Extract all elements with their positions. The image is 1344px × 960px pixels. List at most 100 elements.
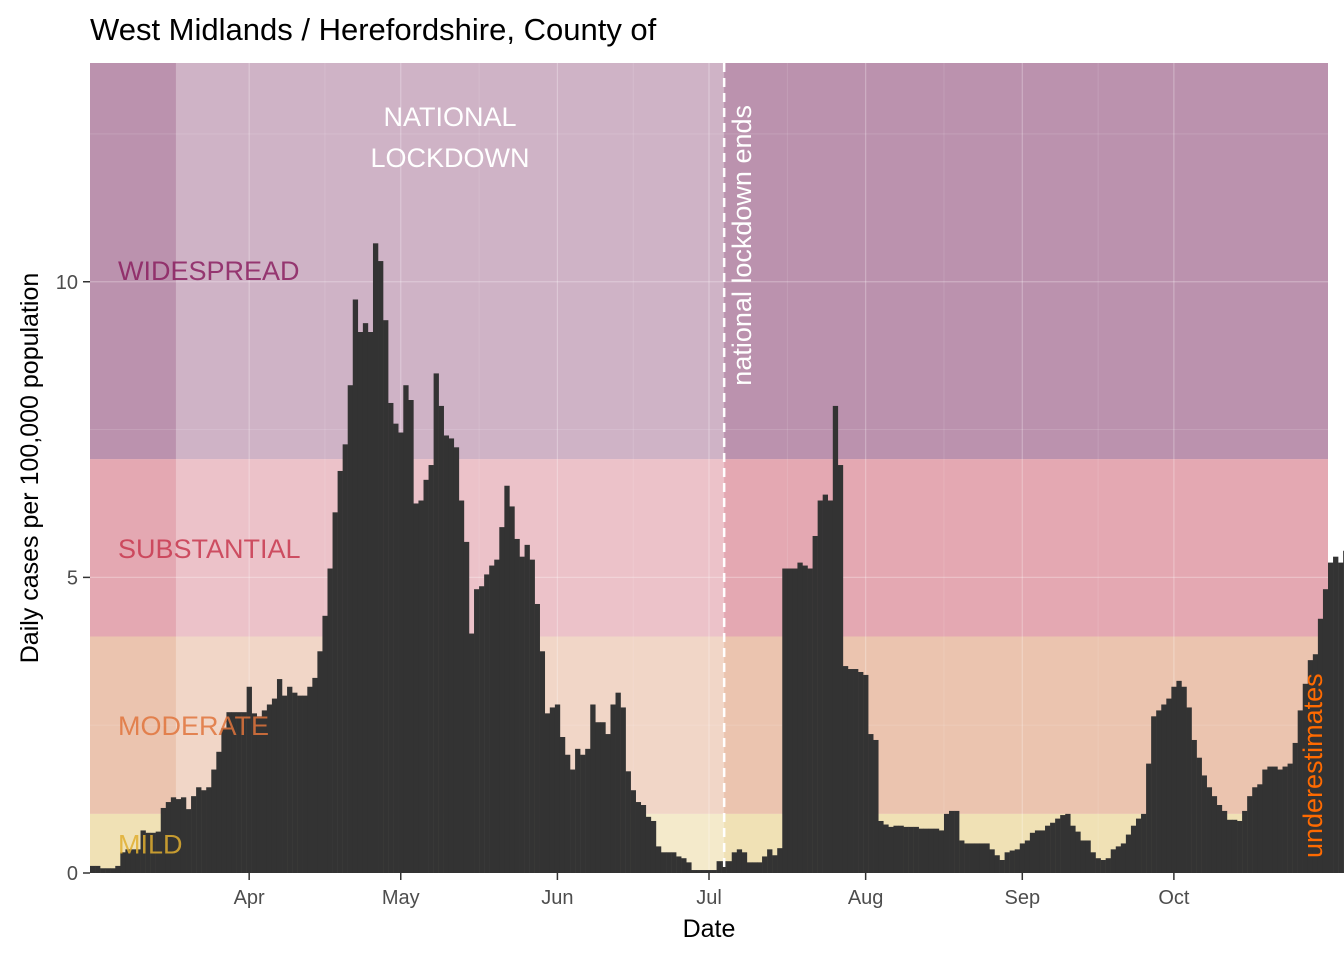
bar bbox=[837, 465, 844, 873]
bar bbox=[292, 692, 298, 873]
underestimates-label: underestimates bbox=[1298, 673, 1328, 858]
bar bbox=[807, 568, 813, 873]
x-axis-title: Date bbox=[683, 915, 736, 943]
bar bbox=[570, 769, 576, 873]
bar bbox=[130, 849, 136, 873]
bar bbox=[933, 828, 940, 873]
bar bbox=[347, 385, 354, 873]
bar bbox=[979, 843, 985, 873]
bar bbox=[1267, 766, 1273, 873]
bar bbox=[1181, 686, 1187, 873]
bar bbox=[554, 704, 561, 873]
bar bbox=[954, 810, 960, 873]
x-tick-label-jun: Jun bbox=[541, 887, 573, 909]
bar bbox=[226, 712, 232, 873]
bar bbox=[231, 712, 237, 873]
bar bbox=[1191, 739, 1197, 873]
lockdown-label-line1: NATIONAL bbox=[384, 102, 517, 132]
bar bbox=[666, 852, 672, 873]
bar bbox=[90, 865, 96, 873]
bar bbox=[1252, 787, 1258, 873]
bar bbox=[999, 859, 1005, 873]
bar bbox=[1135, 818, 1142, 873]
bar bbox=[352, 299, 359, 873]
x-tick-label-jul: Jul bbox=[696, 887, 722, 909]
bar bbox=[443, 435, 450, 873]
bar bbox=[1302, 683, 1309, 873]
bar bbox=[1125, 834, 1132, 873]
bar bbox=[504, 485, 510, 873]
bar bbox=[762, 856, 768, 873]
bar bbox=[1277, 769, 1283, 873]
bar bbox=[1247, 796, 1253, 873]
band-label-widespread: WIDESPREAD bbox=[118, 256, 300, 286]
bar bbox=[938, 830, 945, 873]
bar bbox=[261, 710, 268, 873]
bar bbox=[691, 870, 697, 873]
bar bbox=[519, 556, 525, 873]
bar bbox=[438, 405, 444, 873]
bar bbox=[236, 712, 242, 873]
bar bbox=[640, 805, 647, 873]
bar bbox=[767, 849, 773, 873]
bar bbox=[893, 825, 899, 873]
bar bbox=[969, 843, 975, 873]
bar bbox=[1272, 766, 1278, 873]
x-tick-label-sep: Sep bbox=[1004, 887, 1040, 909]
bar bbox=[736, 849, 743, 873]
bar bbox=[751, 862, 758, 873]
bar bbox=[383, 320, 389, 873]
bar bbox=[484, 574, 490, 873]
bar bbox=[726, 861, 732, 873]
bar bbox=[317, 651, 323, 873]
bar bbox=[524, 544, 530, 873]
bar bbox=[1075, 831, 1081, 873]
bar bbox=[479, 586, 485, 873]
bar bbox=[367, 332, 374, 873]
bar bbox=[903, 826, 909, 873]
bar bbox=[196, 787, 202, 873]
lockdown-label-line2: LOCKDOWN bbox=[371, 143, 530, 173]
bar bbox=[822, 494, 828, 873]
bar bbox=[1151, 716, 1157, 873]
bar bbox=[853, 669, 859, 873]
bar bbox=[206, 787, 212, 873]
bar bbox=[782, 568, 788, 873]
bar bbox=[883, 824, 889, 873]
bar bbox=[1262, 769, 1268, 873]
bar bbox=[100, 868, 106, 873]
bar bbox=[1100, 859, 1106, 873]
bar bbox=[731, 852, 738, 873]
bar bbox=[873, 739, 879, 873]
bar bbox=[1322, 589, 1329, 873]
bar bbox=[585, 748, 591, 873]
bar bbox=[1014, 849, 1021, 873]
bar bbox=[878, 820, 884, 873]
bar bbox=[216, 751, 222, 873]
bar bbox=[1060, 815, 1066, 873]
bar bbox=[964, 843, 970, 873]
bar bbox=[145, 832, 151, 873]
bar bbox=[1257, 784, 1263, 873]
bar bbox=[1009, 850, 1015, 873]
bar bbox=[1045, 825, 1051, 873]
bar bbox=[832, 405, 839, 873]
bar bbox=[1029, 832, 1036, 873]
bar bbox=[671, 852, 677, 873]
bar bbox=[1166, 698, 1172, 873]
bar bbox=[610, 704, 616, 873]
bar bbox=[135, 849, 141, 873]
bar bbox=[282, 695, 288, 873]
bar bbox=[403, 385, 409, 873]
bar bbox=[655, 846, 662, 873]
bar bbox=[388, 402, 394, 873]
bar bbox=[428, 465, 434, 873]
bar bbox=[191, 796, 197, 873]
bar bbox=[448, 438, 455, 873]
bar bbox=[802, 565, 808, 873]
bar bbox=[312, 677, 318, 873]
bar bbox=[943, 813, 950, 873]
bar bbox=[1317, 618, 1324, 873]
threshold-bands bbox=[90, 63, 1328, 873]
bar bbox=[1287, 763, 1293, 873]
